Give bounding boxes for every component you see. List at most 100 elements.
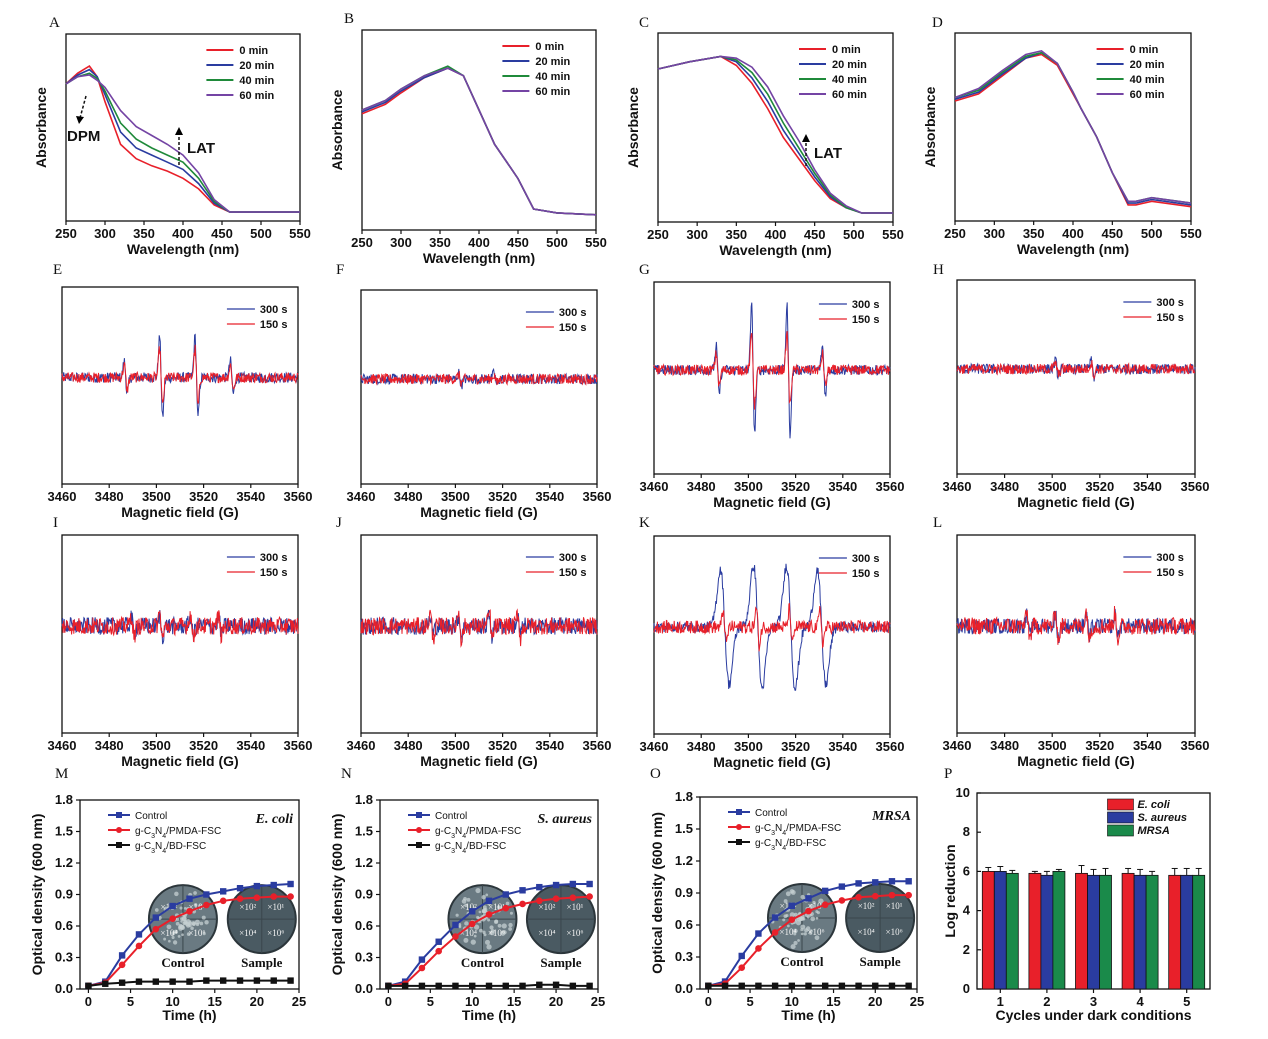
y-axis-label: Absorbance [329, 89, 345, 170]
data-point [805, 907, 812, 915]
data-point [755, 945, 762, 952]
colony [191, 922, 196, 927]
data-point [502, 891, 509, 898]
x-tick-label: 3460 [48, 489, 77, 504]
x-tick-label: 10 [785, 994, 799, 1009]
panel-letter: E [53, 262, 62, 278]
colony [793, 912, 798, 917]
x-tick-label: 25 [591, 994, 605, 1009]
legend-label: 40 min [832, 74, 867, 86]
colony [785, 891, 791, 897]
data-point [888, 878, 896, 885]
x-tick-label: 3 [1090, 994, 1097, 1009]
x-tick-label: 3480 [394, 738, 423, 753]
dilution-label: ×10² [539, 902, 556, 912]
colony [183, 906, 187, 910]
x-tick-label: 3480 [95, 738, 124, 753]
panel-letter: K [639, 515, 650, 531]
data-point [905, 878, 912, 885]
data-point [838, 897, 846, 904]
legend-label: 40 min [535, 71, 570, 83]
annotation-dpm: DPM [67, 128, 100, 145]
data-point [418, 956, 426, 963]
data-point [771, 982, 779, 989]
series-line-60-min [954, 50, 1192, 204]
legend-label: 150 s [852, 568, 880, 580]
data-point [169, 915, 176, 922]
panel-letter: L [933, 515, 942, 531]
x-tick-label: 3560 [284, 489, 313, 504]
epr-trace-300-s [360, 367, 598, 390]
x-tick-label: 5 [746, 994, 753, 1009]
bar [1168, 874, 1182, 990]
legend-label: 20 min [535, 56, 570, 68]
y-tick-label: 0.9 [675, 885, 693, 900]
data-point [468, 920, 476, 928]
x-tick-label: 3500 [1038, 479, 1067, 494]
x-tick-label: 250 [55, 226, 77, 241]
colony [497, 923, 502, 928]
data-point [452, 921, 459, 929]
data-point [552, 981, 560, 988]
colony [508, 922, 513, 928]
colony [800, 924, 806, 930]
x-tick-label: 15 [507, 994, 521, 1009]
dilution-label: ×10⁶ [488, 928, 505, 938]
colony [808, 931, 813, 935]
data-point [755, 930, 762, 937]
colony [475, 887, 481, 894]
legend-label: 20 min [832, 59, 867, 71]
y-tick-label: 0.3 [55, 950, 73, 965]
legend-label: 0 min [535, 41, 564, 53]
bar [1040, 874, 1054, 990]
epr-panel-I: I 3460 3480 3500 3520 3540 3560 Magnetic field … [48, 515, 313, 769]
data-point [469, 908, 476, 915]
legend-label: g-C3N4/BD-FSC [135, 841, 206, 855]
plate-caption: Sample [241, 955, 282, 970]
y-tick-label: 1.2 [355, 855, 373, 870]
dilution-label: ×10⁴ [160, 928, 177, 938]
y-tick-label: 1.8 [355, 792, 373, 807]
y-tick-label: 1.8 [55, 792, 73, 807]
colony [509, 911, 513, 915]
lat-arrow-head [175, 127, 183, 135]
data-point [519, 887, 526, 894]
data-point [788, 916, 796, 923]
colony [786, 924, 790, 928]
legend-label: 300 s [852, 553, 880, 565]
colony [804, 928, 809, 933]
data-point [385, 982, 392, 990]
x-tick-label: 300 [983, 226, 1005, 241]
legend-marker [416, 812, 422, 818]
x-tick-label: 3560 [583, 489, 612, 504]
plot-frame [956, 279, 1196, 475]
data-point [788, 902, 796, 909]
x-tick-label: 3520 [781, 739, 810, 754]
dilution-label: ×10⁶ [267, 928, 284, 938]
legend-swatch [1107, 811, 1134, 824]
data-point [905, 982, 912, 989]
colony [470, 939, 476, 945]
data-point [586, 982, 593, 990]
colony [481, 908, 487, 914]
dilution-label: ×10⁴ [538, 928, 555, 938]
x-tick-label: 3520 [189, 489, 218, 504]
x-tick-label: 550 [1180, 226, 1202, 241]
x-tick-label: 550 [585, 235, 607, 250]
data-point [169, 978, 176, 985]
x-tick-label: 500 [250, 226, 272, 241]
data-point [236, 885, 244, 892]
series-line-0-min [65, 65, 300, 213]
legend-label: g-C3N4/BD-FSC [755, 838, 826, 852]
x-tick-label: 3460 [943, 479, 972, 494]
x-tick-label: 0 [85, 994, 92, 1009]
x-tick-label: 350 [725, 227, 747, 242]
x-axis-label: Magnetic field (G) [420, 504, 537, 520]
dilution-label: ×10⁶ [188, 928, 205, 938]
data-point [755, 982, 762, 989]
data-point [435, 947, 442, 955]
x-tick-label: 3560 [1181, 738, 1210, 753]
x-tick-label: 2 [1043, 994, 1050, 1009]
y-tick-label: 1.2 [675, 853, 693, 868]
x-tick-label: 10 [465, 994, 479, 1009]
